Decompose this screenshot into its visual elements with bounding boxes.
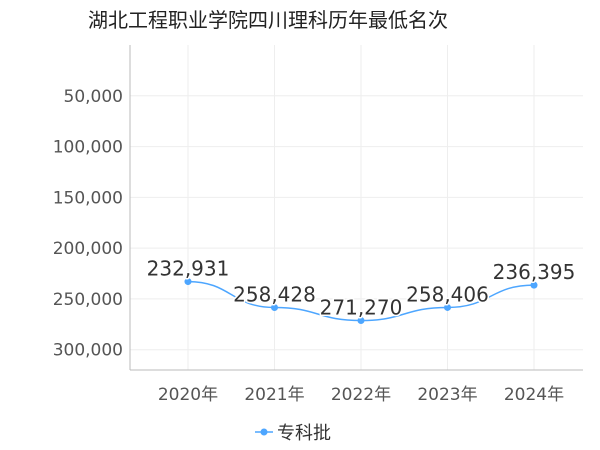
x-tick-label: 2020年: [158, 385, 218, 405]
data-point[interactable]: [357, 317, 365, 325]
data-point[interactable]: [184, 278, 192, 286]
x-tick-label: 2024年: [504, 385, 564, 405]
data-point[interactable]: [530, 281, 538, 289]
legend-marker: [260, 428, 268, 436]
x-tick-label: 2023年: [417, 385, 477, 405]
data-label: 232,931: [147, 257, 230, 281]
y-tick-label: 100,000: [53, 138, 123, 158]
series-layer: [184, 278, 538, 325]
legend-label[interactable]: 专科批: [277, 423, 331, 444]
legend[interactable]: 专科批: [255, 423, 331, 444]
y-tick-label: 50,000: [64, 87, 123, 107]
y-tick-label: 200,000: [53, 239, 123, 259]
data-label: 258,406: [406, 282, 489, 306]
y-tick-label: 150,000: [53, 188, 123, 208]
y-tick-label: 300,000: [53, 341, 123, 361]
data-point[interactable]: [444, 303, 451, 311]
x-tick-label: 2021年: [244, 385, 304, 405]
y-tick-label: 250,000: [53, 290, 123, 310]
x-tick-label: 2022年: [331, 385, 391, 405]
axis-layer: 50,000 100,000 150,000 200,000 250,000 300,00…: [53, 45, 583, 405]
data-label: 271,270: [320, 296, 403, 320]
data-label: 258,428: [233, 282, 316, 306]
data-point[interactable]: [271, 303, 278, 311]
chart-title: 湖北工程职业学院四川理科历年最低名次: [88, 8, 448, 32]
grid-layer: [130, 45, 583, 370]
data-label: 236,395: [493, 260, 576, 284]
